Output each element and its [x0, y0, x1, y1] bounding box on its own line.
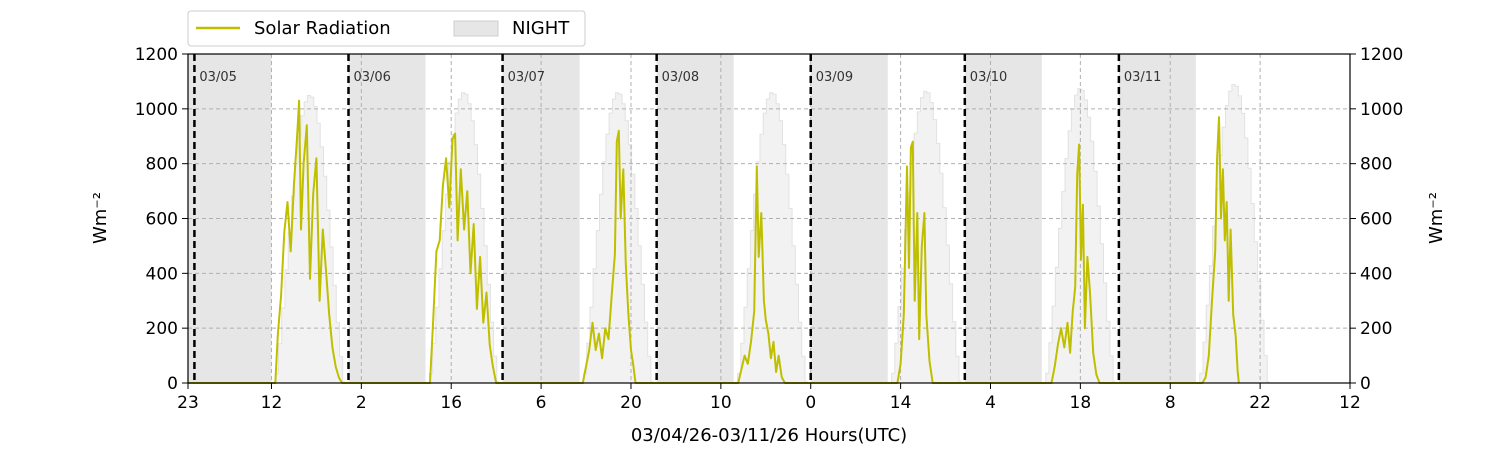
legend-box: [187, 10, 586, 47]
y-tick-label-left-1: 200: [146, 319, 178, 339]
day-marker-layer: 03/05 03/06 03/07 03/08 03/09 03/10 03/11: [193, 54, 1161, 383]
legend-solar-label: Solar Radiation: [254, 18, 391, 39]
legend-night-label: NIGHT: [512, 18, 570, 39]
y-tick-label-left-6: 1200: [135, 45, 178, 65]
y-tick-label-left-3: 600: [146, 210, 178, 230]
x-tick-label-6: 10: [710, 393, 732, 413]
day-marker-label-4: 03/09: [816, 70, 853, 85]
y-tick-label-right-4: 800: [1360, 155, 1392, 175]
day-marker-label-2: 03/07: [508, 70, 545, 85]
y-tick-label-right-0: 0: [1360, 374, 1371, 394]
x-tick-label-11: 8: [1165, 393, 1176, 413]
x-tick-label-4: 6: [536, 393, 547, 413]
y-tick-label-right-1: 200: [1360, 319, 1392, 339]
day-marker-label-1: 03/06: [353, 70, 390, 85]
day-marker-label-3: 03/08: [662, 70, 699, 85]
legend-night-swatch: [453, 20, 499, 37]
y-tick-label-right-5: 1000: [1360, 100, 1403, 120]
series-layer: [188, 99, 1240, 384]
y-tick-label-right-6: 1200: [1360, 45, 1403, 65]
grid-layer: [188, 54, 1350, 383]
day-marker-label-5: 03/10: [970, 70, 1007, 85]
x-tick-label-2: 2: [356, 393, 367, 413]
x-tick-label-13: 12: [1339, 393, 1361, 413]
clear-sky-envelope-2: [582, 92, 654, 384]
x-tick-label-12: 22: [1249, 393, 1271, 413]
x-tick-label-9: 4: [985, 393, 996, 413]
y-tick-label-left-5: 1000: [135, 100, 178, 120]
clear-sky-envelope-4: [891, 90, 962, 384]
legend: Solar Radiation NIGHT: [187, 10, 586, 47]
y-tick-label-left-2: 400: [146, 264, 178, 284]
day-marker-label-0: 03/05: [199, 70, 236, 85]
y-tick-label-right-2: 400: [1360, 264, 1392, 284]
x-tick-label-5: 20: [620, 393, 642, 413]
x-tick-label-3: 16: [440, 393, 462, 413]
day-marker-label-6: 03/11: [1124, 70, 1161, 85]
x-tick-label-7: 0: [805, 393, 816, 413]
y-axis-label-right: Wm⁻²: [1426, 192, 1447, 244]
y-axis-label-left: Wm⁻²: [90, 192, 111, 244]
y-tick-label-left-0: 0: [167, 374, 178, 394]
series-line-solar-radiation: [188, 99, 1240, 384]
clear-sky-envelope-6: [1199, 84, 1270, 384]
y-tick-label-left-4: 800: [146, 155, 178, 175]
x-tick-label-1: 12: [261, 393, 283, 413]
night-band-0: [188, 54, 272, 383]
x-tick-label-8: 14: [890, 393, 912, 413]
x-axis-label: 03/04/26-03/11/26 Hours(UTC): [631, 425, 907, 446]
clear-sky-envelope-3: [736, 92, 808, 384]
x-tick-label-10: 18: [1070, 393, 1092, 413]
x-tick-label-0: 23: [177, 393, 199, 413]
clear-sky-envelope-1: [428, 92, 500, 384]
y-tick-label-right-3: 600: [1360, 210, 1392, 230]
